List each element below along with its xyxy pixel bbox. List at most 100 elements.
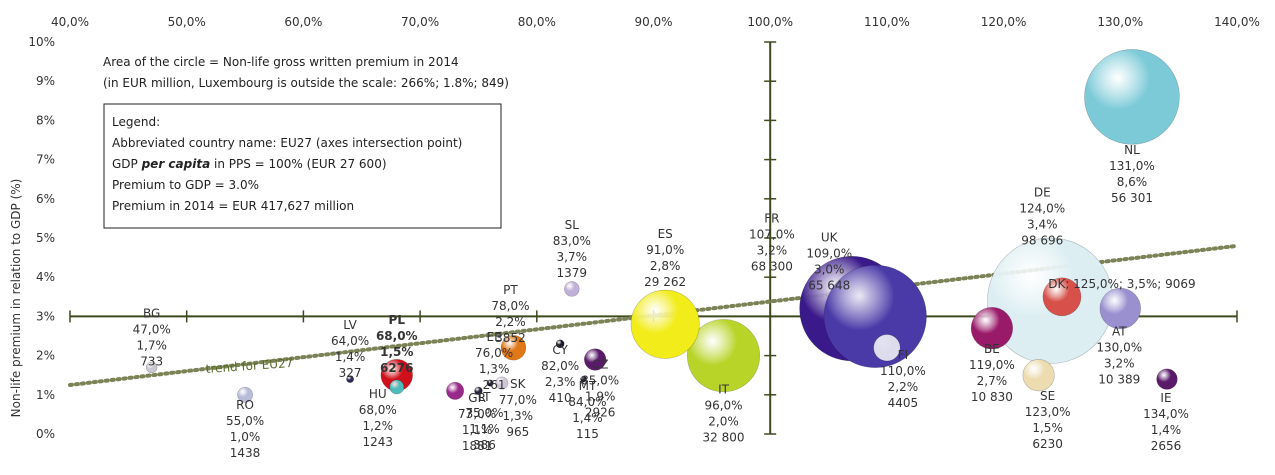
label-sk-line: 77,0% (499, 393, 537, 407)
y-axis-label: Non-life premium in relation to GDP (%) (9, 179, 23, 418)
label-fi-line: FI (898, 348, 908, 362)
bubble-cy (555, 339, 565, 349)
label-lt-line: 1,1% (469, 422, 500, 436)
label-lv-line: 64,0% (331, 334, 369, 348)
legend-line: Abbreviated country name: EU27 (axes int… (112, 136, 462, 150)
label-sl-line: 3,7% (557, 250, 588, 264)
label-es-line: 2,8% (650, 259, 681, 273)
label-nl-line: 8,6% (1117, 175, 1148, 189)
label-ro-line: 55,0% (226, 414, 264, 428)
label-at-line: 10 389 (1098, 373, 1140, 387)
legend-line: Premium in 2014 = EUR 417,627 million (112, 199, 354, 213)
label-pl-line: 1,5% (380, 345, 413, 359)
y-tick-label: 9% (36, 74, 55, 88)
bubble-hu (389, 379, 405, 395)
label-pl-line: 68,0% (376, 329, 418, 343)
point-labels: BG 47,0% 1,7% 733 RO 55,0% 1,0% 1438 LV 64,0% 1,4%… (133, 143, 1196, 460)
x-axis-tick-labels: 40,0% 50,0% 60,0% 70,0% 80,0% 90,0% 100,0% 110,… (51, 15, 1260, 29)
y-tick-label: 7% (36, 153, 55, 167)
label-ie-line: IE (1160, 391, 1171, 405)
label-pt-line: 78,0% (491, 299, 529, 313)
label-sk-line: 965 (506, 425, 529, 439)
bubble-es (630, 289, 700, 359)
label-be-line: BE (984, 342, 1000, 356)
bubble-gr (446, 381, 465, 400)
x-tick-label: 50,0% (168, 15, 206, 29)
label-ro-line: 1,0% (230, 430, 261, 444)
label-mt-line: 84,0% (568, 395, 606, 409)
label-ro-line: 1438 (230, 446, 261, 460)
label-be-line: 119,0% (969, 358, 1015, 372)
bubble-bg (145, 361, 158, 374)
x-tick-label: 120,0% (981, 15, 1027, 29)
bubbles (145, 49, 1180, 403)
label-ee-line: EE (487, 330, 502, 344)
label-fr-line: 3,2% (757, 244, 788, 258)
label-hu-line: 68,0% (359, 403, 397, 417)
label-mt-line: 115 (576, 427, 599, 441)
label-se-line: 123,0% (1025, 405, 1071, 419)
label-it-line: 96,0% (704, 399, 742, 413)
label-de-line: 3,4% (1027, 218, 1058, 232)
label-bg-line: BG (143, 306, 160, 320)
label-ie-line: 1,4% (1151, 423, 1182, 437)
bubble-sl (564, 281, 580, 297)
label-fi-line: 110,0% (880, 364, 926, 378)
bubble-mt (580, 375, 587, 383)
bubble-nl (1084, 49, 1180, 145)
label-nl-line: NL (1124, 143, 1140, 157)
y-tick-label: 8% (36, 113, 55, 127)
label-lt-line: 386 (473, 438, 496, 452)
label-lv-line: 1,4% (335, 350, 366, 364)
note-line-2: (in EUR million, Luxembourg is outside t… (103, 76, 509, 90)
label-gr-line: 73,0% (458, 407, 496, 421)
bubble-it (686, 319, 761, 393)
label-hu-line: HU (369, 387, 387, 401)
label-it-line: 32 800 (703, 431, 745, 445)
bubble-ee (486, 379, 494, 387)
label-se-line: 1,5% (1032, 421, 1063, 435)
label-hu-line: 1243 (362, 435, 393, 449)
label-fr-line: FR (764, 212, 779, 226)
trend-label: trend for EU27 (205, 356, 294, 376)
legend-line: GDP per capita in PPS = 100% (EUR 27 600… (112, 157, 387, 171)
label-uk-line: 65 648 (808, 278, 850, 292)
label-at-line: AT (1112, 325, 1127, 339)
label-cy-line: 410 (549, 391, 572, 405)
label-ie-line: 134,0% (1143, 407, 1189, 421)
label-lt-line: LT (478, 390, 491, 404)
label-sl-line: 1379 (557, 266, 588, 280)
label-mt-line: MT (579, 379, 597, 393)
label-ee-line: 76,0% (475, 346, 513, 360)
bubble-lt (474, 386, 483, 396)
y-tick-label: 10% (28, 35, 55, 49)
bubble-se (1022, 359, 1055, 392)
bubble-sk (495, 376, 509, 390)
x-tick-label: 90,0% (634, 15, 672, 29)
label-es-line: ES (658, 227, 673, 241)
label-lv-line: 327 (339, 366, 362, 380)
bubble-be (970, 307, 1014, 350)
bubble-ro (237, 386, 253, 403)
legend-box: Legend: Abbreviated country name: EU27 (a… (103, 103, 502, 229)
bubble-dk (1042, 277, 1082, 317)
y-tick-label: 1% (36, 388, 55, 402)
legend-line: Premium to GDP = 3.0% (112, 178, 259, 192)
label-cy-line: 82,0% (541, 359, 579, 373)
x-tick-label: 40,0% (51, 15, 89, 29)
label-pl-line: 6276 (380, 361, 413, 375)
x-tick-label: 60,0% (284, 15, 322, 29)
label-uk-line: UK (821, 230, 839, 244)
legend-line: Legend: (112, 115, 160, 129)
x-tick-label: 130,0% (1097, 15, 1143, 29)
label-sl-line: SL (565, 218, 580, 232)
label-es-line: 91,0% (646, 243, 684, 257)
label-fr-line: 107,0% (749, 228, 795, 242)
label-uk-line: 109,0% (806, 246, 852, 260)
label-mt-line: 1,4% (572, 411, 603, 425)
bubble-at (1099, 287, 1141, 330)
label-at-line: 3,2% (1104, 357, 1135, 371)
label-gr-line: 1,1% (462, 423, 493, 437)
legend-frame (103, 103, 502, 229)
